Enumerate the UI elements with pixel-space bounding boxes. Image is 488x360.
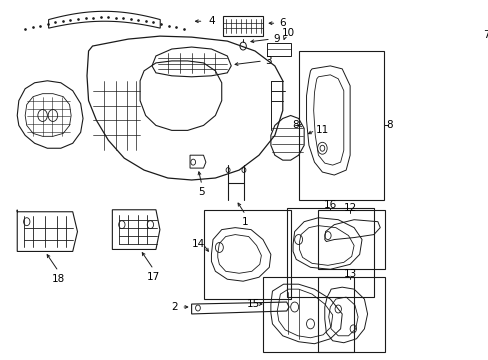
Text: 8: 8 bbox=[386, 121, 392, 130]
Text: 11: 11 bbox=[315, 125, 328, 135]
Text: 13: 13 bbox=[343, 269, 356, 279]
Text: 5: 5 bbox=[198, 187, 205, 197]
Bar bbox=[203, 210, 290, 299]
Text: 18: 18 bbox=[52, 274, 65, 284]
Text: 7: 7 bbox=[482, 30, 488, 40]
Text: 8: 8 bbox=[291, 121, 298, 130]
Text: 2: 2 bbox=[170, 302, 177, 312]
Text: 15: 15 bbox=[246, 299, 260, 309]
Text: 16: 16 bbox=[323, 200, 336, 210]
Bar bbox=[318, 210, 384, 269]
Text: 14: 14 bbox=[192, 239, 205, 249]
Text: 12: 12 bbox=[343, 203, 356, 213]
Text: 9: 9 bbox=[273, 34, 279, 44]
Text: 10: 10 bbox=[281, 28, 294, 38]
Bar bbox=[263, 277, 353, 352]
Bar bbox=[318, 277, 384, 352]
Text: 3: 3 bbox=[264, 56, 271, 66]
Text: 4: 4 bbox=[208, 16, 214, 26]
Bar bbox=[298, 51, 384, 200]
Text: 1: 1 bbox=[242, 217, 248, 227]
Text: 17: 17 bbox=[146, 272, 160, 282]
Text: 6: 6 bbox=[279, 18, 285, 28]
Bar bbox=[286, 208, 373, 297]
